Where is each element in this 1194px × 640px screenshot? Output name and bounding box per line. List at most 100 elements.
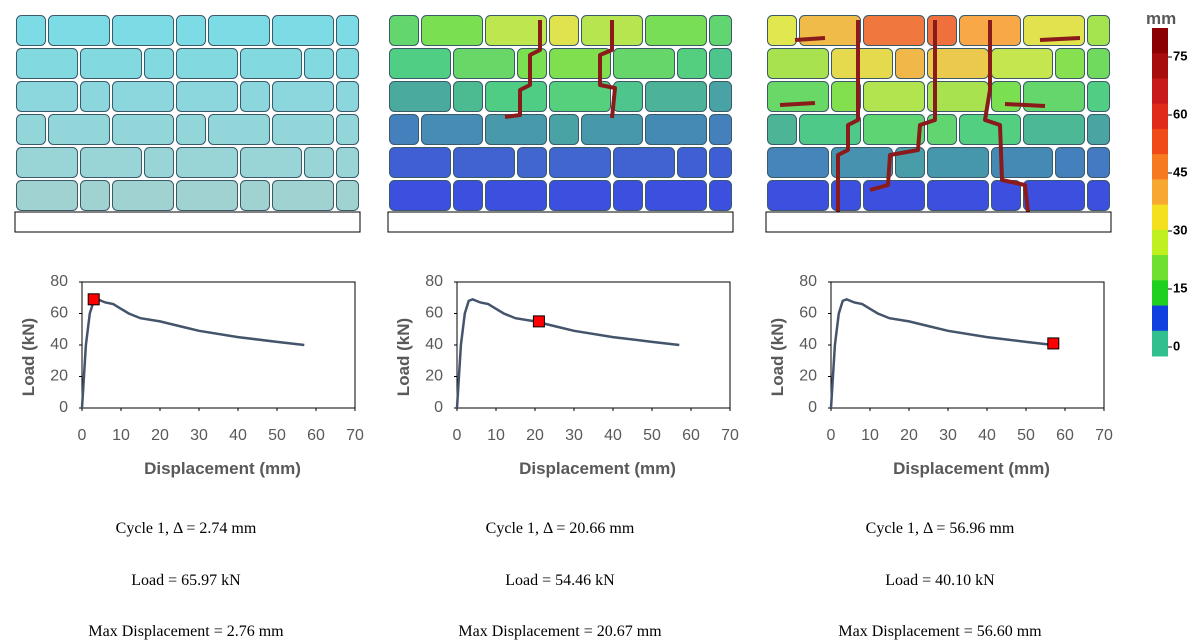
brick: [389, 15, 419, 46]
brick: [1087, 81, 1110, 112]
crack: [598, 20, 617, 119]
crack: [1039, 36, 1081, 42]
y-tick-label: 20: [799, 368, 817, 385]
brick: [831, 147, 893, 178]
load-curve: [455, 297, 680, 409]
colorbar-band: [1152, 103, 1168, 130]
brick: [389, 147, 451, 178]
brick: [16, 147, 78, 178]
brick: [421, 114, 483, 145]
brick: [453, 147, 515, 178]
y-axis-label: Load (kN): [768, 318, 787, 396]
brick: [895, 48, 925, 79]
y-tick-label: 20: [425, 368, 443, 385]
caption: Cycle 1, Δ = 56.96 mm: [866, 520, 1015, 537]
colorbar-band: [1152, 78, 1168, 105]
brick: [389, 114, 419, 145]
y-tick-label: 60: [425, 305, 443, 322]
x-tick-label: 30: [939, 427, 957, 444]
brick: [485, 114, 547, 145]
brick: [16, 180, 78, 211]
brick: [645, 114, 707, 145]
brick: [1055, 147, 1085, 178]
caption: Cycle 1, Δ = 2.74 mm: [116, 520, 257, 537]
brick: [485, 81, 547, 112]
brick: [927, 147, 989, 178]
brick: [767, 15, 797, 46]
brick: [272, 81, 334, 112]
brick: [336, 180, 359, 211]
x-tick-label: 60: [307, 427, 325, 444]
brick: [517, 147, 547, 178]
colorbar-label: 45: [1173, 164, 1187, 179]
colorbar-band: [1152, 204, 1168, 231]
x-tick-label: 50: [643, 427, 661, 444]
brick: [549, 81, 611, 112]
x-tick-label: 70: [1095, 427, 1113, 444]
brick: [421, 15, 483, 46]
colorbar-band: [1152, 330, 1168, 357]
colorbar-band: [1152, 28, 1168, 54]
x-tick-label: 20: [900, 427, 918, 444]
brick: [176, 147, 238, 178]
brick: [709, 180, 732, 211]
caption: Max Displacement = 20.67 mm: [458, 623, 662, 640]
brick: [240, 81, 270, 112]
plot-frame: [830, 281, 1105, 409]
colorbar-band: [1152, 53, 1168, 79]
brick: [767, 81, 829, 112]
x-tick-label: 50: [1017, 427, 1035, 444]
x-tick-label: 0: [453, 427, 462, 444]
brick: [336, 48, 359, 79]
brick: [453, 81, 483, 112]
y-tick-label: 40: [799, 336, 817, 353]
brick: [613, 147, 675, 178]
brick: [1087, 147, 1110, 178]
colorbar-band: [1152, 179, 1168, 206]
caption: Cycle 1, Δ = 20.66 mm: [486, 520, 635, 537]
x-tick-label: 0: [78, 427, 87, 444]
brick: [272, 180, 334, 211]
caption: Load = 54.46 kN: [505, 572, 615, 589]
colorbar-label: 0: [1173, 338, 1180, 353]
x-tick-label: 70: [346, 427, 364, 444]
brick: [613, 180, 643, 211]
plot-frame: [456, 281, 731, 409]
brick: [581, 114, 643, 145]
brick: [767, 48, 829, 79]
brick: [176, 15, 206, 46]
x-axis-label: Displacement (mm): [144, 459, 301, 478]
x-tick-label: 50: [268, 427, 286, 444]
brick: [991, 147, 1053, 178]
brick: [48, 15, 110, 46]
brick: [709, 114, 732, 145]
brick: [549, 114, 579, 145]
y-tick-label: 60: [799, 305, 817, 322]
y-tick-label: 0: [59, 399, 68, 416]
colorbar-label: 30: [1173, 222, 1187, 237]
x-tick-label: 20: [151, 427, 169, 444]
brick: [1087, 15, 1110, 46]
crack: [836, 20, 860, 212]
brick: [389, 81, 451, 112]
brick: [927, 180, 989, 211]
brick: [389, 180, 451, 211]
brick: [336, 15, 359, 46]
crack: [983, 20, 1030, 213]
colorbar-band: [1152, 128, 1168, 155]
brick: [144, 48, 174, 79]
brick: [549, 180, 611, 211]
brick: [677, 147, 707, 178]
brick: [863, 15, 925, 46]
crack: [504, 20, 542, 119]
brick: [240, 48, 302, 79]
brick: [1055, 48, 1085, 79]
brick: [485, 15, 547, 46]
brick: [709, 147, 732, 178]
wall-base: [14, 211, 361, 233]
crack: [779, 101, 816, 107]
brick: [272, 114, 334, 145]
caption: Max Displacement = 56.60 mm: [838, 623, 1042, 640]
brick: [336, 114, 359, 145]
